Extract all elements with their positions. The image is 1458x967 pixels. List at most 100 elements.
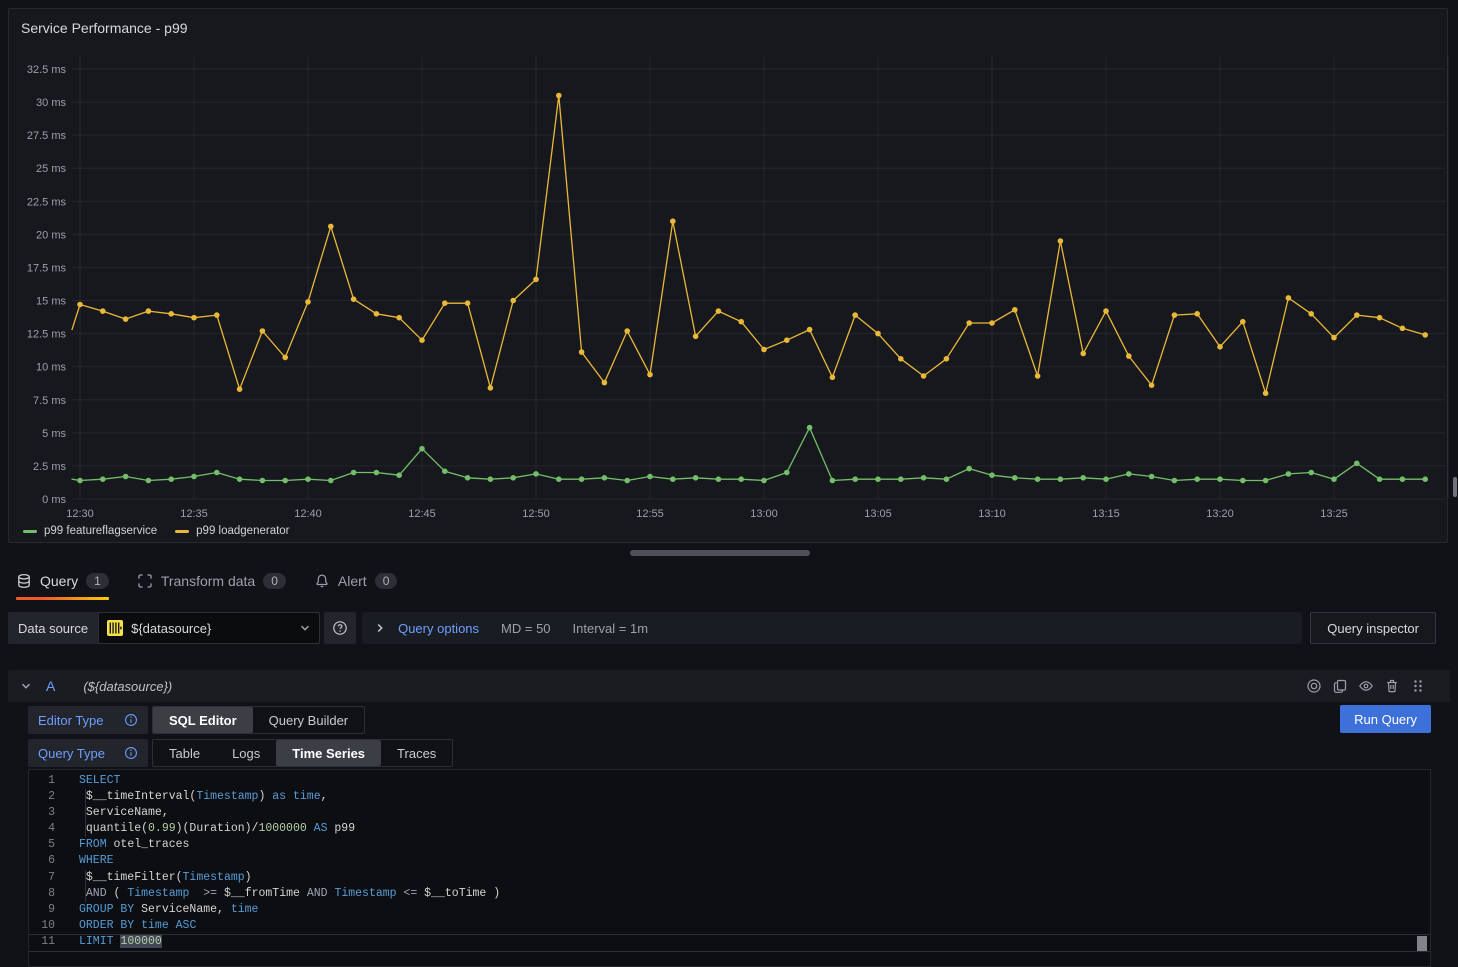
data-point (373, 469, 380, 476)
segment-traces[interactable]: Traces (397, 745, 437, 761)
data-point (1057, 476, 1064, 483)
data-point (1171, 312, 1178, 318)
data-point (966, 465, 972, 472)
data-point (396, 314, 403, 321)
data-point (510, 297, 516, 304)
data-point (1262, 390, 1269, 397)
data-point (1240, 477, 1246, 484)
sql-token: as (272, 790, 287, 804)
data-point (1080, 350, 1086, 357)
y-axis-tick-label: 5 ms (42, 428, 66, 440)
data-point (77, 301, 83, 308)
data-point (214, 312, 220, 318)
sql-token: $__fromTime (217, 886, 307, 900)
sql-token (169, 919, 176, 932)
data-point (442, 468, 448, 475)
sql-token: Timestamp (196, 790, 259, 804)
sql-token: time (141, 918, 169, 932)
delete-query-trash-icon[interactable] (1384, 678, 1400, 694)
data-point (1285, 295, 1292, 301)
query-row-actions (1306, 678, 1438, 694)
data-point (145, 477, 152, 484)
data-point (1012, 475, 1018, 481)
page-scrollbar-thumb[interactable] (1453, 477, 1457, 497)
data-point (943, 476, 950, 483)
sql-token (307, 822, 314, 835)
x-axis-tick-label: 13:25 (1320, 508, 1348, 520)
data-point (305, 476, 311, 483)
data-point (715, 308, 722, 314)
sql-token: time (292, 790, 321, 804)
datasource-help-button[interactable] (324, 612, 357, 644)
tab-transform-data[interactable]: Transform data 0 (137, 562, 286, 600)
editor-type-label: Editor Type (28, 706, 148, 734)
data-point (1103, 308, 1109, 314)
segment-table[interactable]: Table (169, 745, 201, 761)
data-point (259, 328, 266, 334)
data-point (510, 475, 516, 481)
legend-item-p99-loadgenerator[interactable]: p99 loadgenerator (175, 525, 290, 537)
data-point (738, 318, 744, 325)
tab-query[interactable]: Query 1 (16, 562, 109, 600)
data-point (214, 469, 220, 476)
data-point (1331, 476, 1337, 483)
data-point (1126, 471, 1132, 477)
sql-line: ORDER BY time ASC (79, 918, 1416, 934)
sql-token: ASC (175, 918, 197, 932)
data-point (1126, 353, 1132, 359)
tab-alert[interactable]: Alert 0 (314, 562, 398, 600)
help-circle-icon (332, 620, 348, 636)
data-point (533, 471, 539, 477)
sql-line: GROUP BY ServiceName, time (79, 902, 1416, 918)
datasource-value: ${datasource} (131, 620, 212, 636)
sql-editor[interactable]: 1 2 3 4 5 6 7 8 9 10 11 SELECT $__timeInterval(Tim… (28, 769, 1431, 967)
panel-title[interactable]: Service Performance - p99 (21, 20, 188, 36)
sql-token: Timestamp (127, 886, 190, 900)
query-options-toggle[interactable]: Query options MD = 50 Interval = 1m (362, 612, 1303, 644)
data-point (670, 476, 676, 483)
x-axis-tick-label: 13:00 (750, 508, 778, 520)
disable-query-icon[interactable] (1306, 678, 1322, 694)
horizontal-scrollbar-thumb[interactable] (630, 550, 810, 556)
chart-legend: p99 featureflagservice p99 loadgenerator (23, 525, 290, 537)
line-number: 1 (48, 774, 55, 787)
data-point (1399, 476, 1406, 483)
line-number: 10 (41, 918, 55, 932)
data-point (761, 346, 767, 353)
data-point (943, 356, 950, 362)
segment-time-series[interactable]: Time Series (276, 740, 382, 766)
line-number: 4 (48, 822, 55, 836)
sql-token: $__timeFilter( (79, 870, 183, 884)
data-point (692, 333, 699, 340)
hide-query-eye-icon[interactable] (1358, 678, 1374, 694)
x-axis-tick-label: 12:50 (522, 508, 550, 520)
segment-logs[interactable]: Logs (232, 745, 261, 761)
sql-token: 0.99 (148, 822, 176, 836)
data-point (1376, 314, 1383, 321)
segment-query-builder[interactable]: Query Builder (268, 712, 349, 728)
data-point (1422, 476, 1428, 483)
segment-sql-editor[interactable]: SQL Editor (153, 707, 253, 733)
data-point (168, 311, 174, 317)
chart-series-p99-loadgenerator (71, 92, 1428, 397)
info-circle-icon[interactable] (124, 713, 138, 727)
collapse-chevron-icon[interactable] (20, 680, 32, 692)
datasource-select[interactable]: ${datasource} (98, 612, 321, 644)
duplicate-query-icon[interactable] (1332, 678, 1348, 694)
info-circle-icon[interactable] (124, 746, 138, 760)
data-point (419, 445, 425, 452)
query-inspector-button[interactable]: Query inspector (1310, 612, 1436, 644)
legend-item-p99-featureflagservice[interactable]: p99 featureflagservice (23, 525, 157, 537)
run-query-button[interactable]: Run Query (1340, 705, 1431, 733)
x-axis-tick-label: 12:55 (636, 508, 664, 520)
panel-editor-tabs: Query 1 Transform data 0 Alert 0 (16, 562, 398, 600)
data-point (1262, 477, 1269, 484)
tab-count-badge: 0 (263, 573, 286, 589)
data-point (1034, 373, 1041, 379)
sql-token: AND (85, 886, 107, 900)
y-axis-tick-label: 17.5 ms (27, 262, 67, 274)
sql-token: , (320, 790, 328, 804)
drag-handle-icon[interactable] (1410, 678, 1426, 694)
sql-token: quantile( (79, 822, 149, 836)
